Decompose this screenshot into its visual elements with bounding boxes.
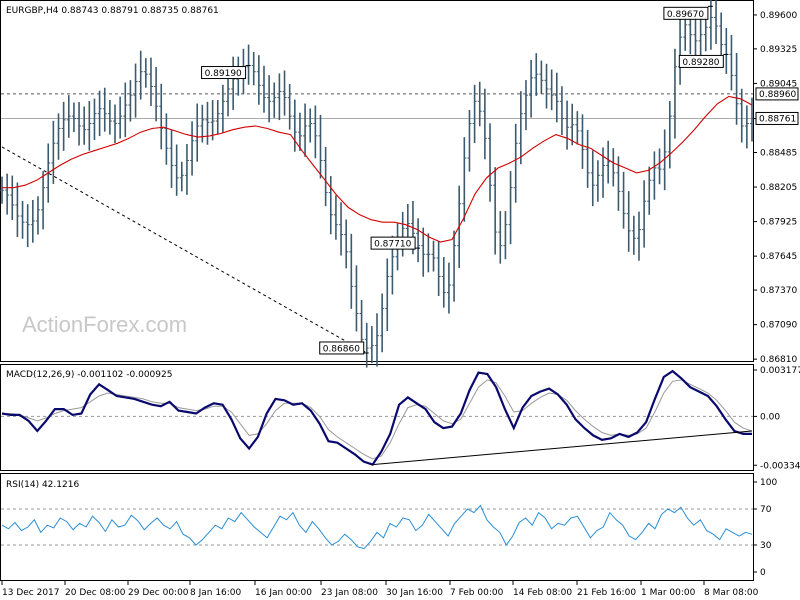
macd-trendline [372,430,753,466]
price-tick-label: 0.87370 [760,286,797,296]
current-price-tag-label: 0.88761 [759,114,796,124]
x-tick-label: 29 Dec 00:00 [128,588,189,598]
macd-line [1,369,752,466]
price-annotation: 0.87710 [370,236,421,250]
moving-average-line [2,95,753,243]
x-tick-label: 30 Jan 16:00 [386,588,443,598]
annotation-label: 0.89280 [682,58,719,68]
annotation-label: 0.89670 [667,10,704,20]
macd-label: MACD(12,26,9) -0.001102 -0.000925 [6,370,172,380]
watermark: ActionForex.com [22,312,187,337]
x-tick-label: 14 Feb 08:00 [513,588,572,598]
x-tick-label: 1 Mar 00:00 [641,588,696,598]
x-tick-label: 13 Dec 2017 [2,588,60,598]
annotation-box [370,236,416,250]
price-tick-label: 0.86810 [760,355,797,365]
annotation-label: 0.86860 [323,344,360,354]
annotation-label: 0.87710 [374,240,411,250]
rsi-tick-label: 0 [760,568,766,578]
annotation-box [201,66,247,80]
price-tick-label: 0.89045 [760,79,797,89]
macd-tick-label: 0.00 [760,412,780,422]
rsi-panel-frame [0,473,754,581]
x-axis: 13 Dec 2017 20 Dec 08:00 29 Dec 00:00 8 Jan… [1,581,759,598]
macd-tick-label: 0.003177 [760,366,800,376]
price-tick-label: 0.87925 [760,218,797,228]
price-annotation: 0.89670 [663,5,713,20]
x-tick-label: 23 Jan 08:00 [321,588,378,598]
price-tick-label: 0.88205 [760,183,797,193]
rsi-label: RSI(14) 42.1216 [6,480,79,490]
rsi-panel: RSI(14) 42.1216 100 70 30 0 [1,478,777,578]
annotation-box [663,6,709,20]
price-panel: ActionForex.com EURGBP,H4 0.88743 0.8879… [0,0,799,368]
annotation-box [678,54,724,68]
x-tick-label: 8 Jan 16:00 [190,588,242,598]
level-price-tag [755,87,799,101]
price-annotation: 0.86860 [319,341,369,355]
macd-panel: MACD(12,26,9) -0.001102 -0.000925 0.0031… [1,366,800,471]
rsi-tick-label: 100 [760,478,777,488]
x-tick-label: 16 Jan 00:00 [255,588,312,598]
price-tick-label: 0.89325 [760,45,797,55]
x-tick-label: 20 Dec 08:00 [65,588,126,598]
price-annotation: 0.89280 [678,53,729,68]
x-tick-label: 21 Feb 16:00 [577,588,636,598]
level-price-tag-label: 0.88960 [759,90,796,100]
macd-panel-frame [0,364,754,471]
x-tick-label: 7 Feb 00:00 [450,588,504,598]
price-tick-label: 0.89600 [760,11,797,21]
rsi-line [1,504,753,550]
annotation-label: 0.89190 [205,69,242,79]
macd-signal-line [2,379,753,460]
rsi-tick-label: 30 [760,541,772,551]
price-tick-label: 0.87090 [760,321,797,331]
current-price-tag [755,111,799,125]
price-panel-frame [0,0,754,362]
macd-tick-label: -0.003344 [760,461,800,471]
chart-header: EURGBP,H4 0.88743 0.88791 0.88735 0.8876… [6,6,219,16]
price-annotation: 0.89190 [201,65,251,80]
annotation-box [319,341,365,355]
rsi-tick-label: 70 [760,505,772,515]
price-tick-label: 0.88485 [760,149,797,159]
price-trendline [1,146,367,354]
price-tick-label: 0.87645 [760,252,797,262]
x-tick-label: 8 Mar 08:00 [704,588,759,598]
